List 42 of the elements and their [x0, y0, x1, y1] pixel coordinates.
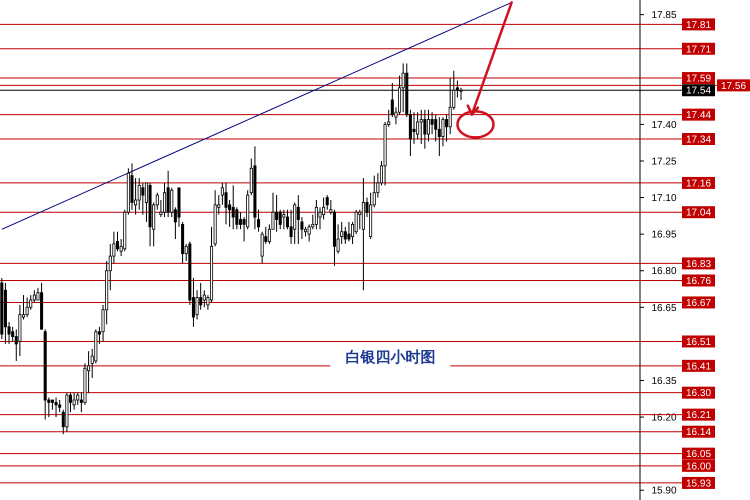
ref-line-label: 17.04	[686, 208, 712, 219]
text: 白银四小时图	[345, 348, 436, 366]
ref-label: 16.14	[640, 426, 715, 438]
ref-line-label: 16.41	[686, 361, 712, 372]
ref-label: 16.51	[640, 335, 715, 348]
ref-label: 17.59	[640, 72, 715, 85]
ref-line-label: 16.67	[686, 298, 712, 309]
ref-line-label: 17.54	[686, 86, 712, 97]
ref-label: 17.81	[640, 18, 715, 31]
ref-line-label: 17.71	[686, 44, 712, 56]
ref-label: 17.34	[640, 133, 715, 146]
ref-label: 16.41	[640, 360, 715, 372]
y-tick-label: 17.25	[651, 156, 677, 168]
ref-label: 17.44	[640, 108, 715, 122]
ref-line-label: 16.83	[686, 258, 712, 270]
ref-label: 16.00	[640, 460, 715, 472]
y-tick-label: 16.35	[651, 376, 677, 387]
ref-line-label: 17.56	[720, 80, 746, 92]
ref-label: 17.54	[640, 84, 715, 97]
ref-line-label: 17.59	[686, 74, 712, 85]
ref-line-label: 16.00	[686, 461, 712, 472]
y-tick-label: 16.95	[651, 230, 677, 241]
ref-label: 16.30	[640, 386, 715, 400]
ref-line-label: 17.44	[686, 110, 712, 122]
ref-label: 17.16	[640, 176, 715, 190]
ref-line-label: 16.21	[686, 410, 712, 422]
ref-line-label: 15.93	[686, 478, 712, 490]
ref-line-label: 16.14	[686, 427, 712, 438]
ref-label: 17.04	[640, 206, 715, 219]
ref-line-label: 16.30	[686, 388, 712, 400]
ref-label: 17.71	[640, 42, 715, 56]
ref-label: 16.76	[640, 274, 715, 287]
y-tick-label: 17.10	[651, 193, 677, 204]
ref-line-label: 17.34	[686, 134, 712, 146]
ref-line-label: 16.51	[686, 336, 712, 348]
ref-line-label: 16.05	[686, 449, 712, 460]
ref-line-label: 16.76	[686, 276, 712, 287]
ref-line-label: 17.16	[686, 178, 712, 190]
y-tick-label: 16.65	[651, 302, 677, 314]
ref-label: 16.05	[640, 448, 715, 460]
y-tick-label: 17.40	[651, 120, 677, 131]
ref-line-label: 17.81	[686, 20, 712, 31]
